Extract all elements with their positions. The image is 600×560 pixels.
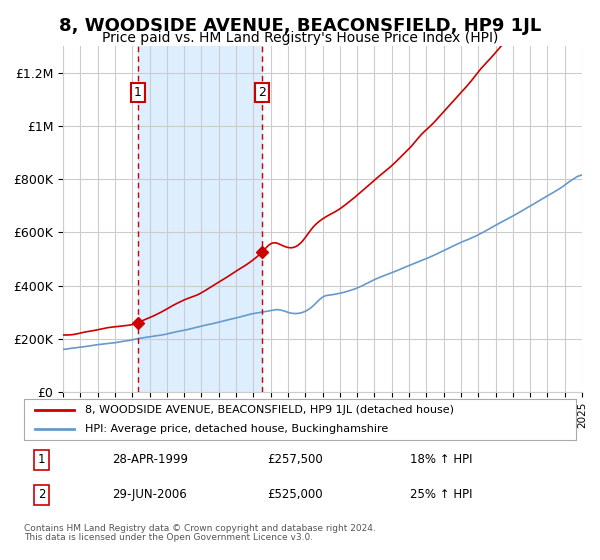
Text: 1: 1 (38, 454, 46, 466)
Text: This data is licensed under the Open Government Licence v3.0.: This data is licensed under the Open Gov… (24, 533, 313, 543)
Text: 8, WOODSIDE AVENUE, BEACONSFIELD, HP9 1JL (detached house): 8, WOODSIDE AVENUE, BEACONSFIELD, HP9 1J… (85, 405, 454, 415)
Text: Price paid vs. HM Land Registry's House Price Index (HPI): Price paid vs. HM Land Registry's House … (102, 31, 498, 45)
Text: 18% ↑ HPI: 18% ↑ HPI (410, 454, 473, 466)
Text: 25% ↑ HPI: 25% ↑ HPI (410, 488, 473, 501)
Text: 2: 2 (258, 86, 266, 99)
Text: Contains HM Land Registry data © Crown copyright and database right 2024.: Contains HM Land Registry data © Crown c… (24, 524, 376, 533)
Bar (138, 46, 262, 392)
Text: 2: 2 (38, 488, 46, 501)
Text: £525,000: £525,000 (267, 488, 323, 501)
Text: 8, WOODSIDE AVENUE, BEACONSFIELD, HP9 1JL: 8, WOODSIDE AVENUE, BEACONSFIELD, HP9 1J… (59, 17, 541, 35)
Text: £257,500: £257,500 (267, 454, 323, 466)
Text: HPI: Average price, detached house, Buckinghamshire: HPI: Average price, detached house, Buck… (85, 424, 388, 433)
Text: 28-APR-1999: 28-APR-1999 (112, 454, 188, 466)
Text: 29-JUN-2006: 29-JUN-2006 (112, 488, 187, 501)
Text: 1: 1 (134, 86, 142, 99)
